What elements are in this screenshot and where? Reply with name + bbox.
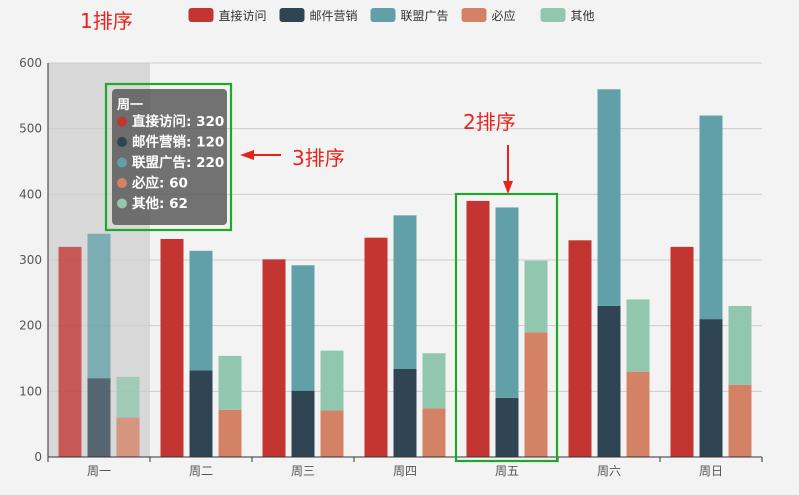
tooltip-marker — [117, 198, 127, 209]
bar — [699, 115, 723, 320]
legend[interactable]: 直接访问 邮件营销 联盟广告 必应 其他 — [188, 8, 595, 23]
x-tick-label: 周六 — [597, 464, 621, 478]
legend-item[interactable]: 直接访问 — [188, 8, 267, 23]
bar — [291, 390, 315, 457]
legend-item[interactable]: 联盟广告 — [370, 8, 449, 23]
bar — [291, 265, 315, 391]
bar — [466, 200, 490, 457]
x-tick-label: 周日 — [699, 464, 723, 478]
bar — [670, 246, 694, 457]
bar — [728, 384, 752, 457]
bar — [87, 378, 111, 457]
legend-label: 必应 — [492, 8, 516, 23]
bar — [320, 350, 344, 411]
x-tick-label: 周四 — [393, 464, 417, 478]
tooltip-marker — [117, 157, 127, 168]
x-tick-label: 周二 — [189, 464, 213, 478]
tooltip-marker — [117, 116, 127, 127]
tooltip-row: 邮件营销: 120 — [132, 134, 224, 151]
x-tick-label: 周一 — [87, 464, 111, 478]
y-tick-label: 600 — [19, 56, 42, 70]
bar-marks — [58, 89, 752, 457]
bar — [568, 240, 592, 457]
bar — [422, 408, 446, 457]
bar — [320, 410, 344, 457]
tooltip-title: 周一 — [117, 98, 143, 113]
tooltip-row: 直接访问: 320 — [132, 113, 224, 130]
tooltip-row: 其他: 62 — [132, 195, 188, 212]
bar — [626, 299, 650, 372]
legend-label: 邮件营销 — [310, 9, 358, 23]
legend-label: 其他 — [571, 9, 595, 23]
bar — [699, 319, 723, 457]
annotation-2: 2排序 — [463, 110, 516, 134]
annotation-box-tooltip — [104, 82, 233, 232]
bar — [495, 207, 519, 398]
bar — [422, 353, 446, 409]
annotation-box-friday — [454, 192, 559, 463]
x-tick-label: 周五 — [495, 464, 519, 478]
legend-label: 直接访问 — [219, 8, 267, 23]
bar — [218, 355, 242, 410]
bar — [262, 259, 286, 457]
bar — [116, 417, 140, 457]
bar — [626, 371, 650, 457]
bar — [495, 397, 519, 457]
bar — [160, 238, 184, 457]
tooltip-marker — [117, 137, 127, 147]
bar — [218, 409, 242, 457]
bar — [728, 305, 752, 385]
bar — [524, 260, 548, 333]
bar — [116, 376, 140, 418]
annotation-arrow-3 — [240, 150, 281, 160]
legend-swatch — [370, 8, 396, 22]
legend-swatch — [461, 8, 487, 22]
bar — [364, 237, 388, 457]
legend-item[interactable]: 必应 — [461, 8, 516, 23]
annotation-1: 1排序 — [80, 9, 133, 33]
bar — [393, 215, 417, 370]
tooltip-marker — [117, 178, 127, 188]
bar — [597, 89, 621, 306]
legend-item[interactable]: 邮件营销 — [279, 8, 358, 23]
bar — [597, 305, 621, 457]
x-tick-label: 周三 — [291, 464, 315, 478]
legend-swatch — [540, 8, 566, 22]
y-tick-label: 200 — [19, 319, 42, 333]
tooltip: 周一 直接访问: 320 邮件营销: 120 联盟广告: 220 必应: 60 其他: … — [112, 89, 227, 225]
legend-label: 联盟广告 — [401, 9, 449, 23]
legend-swatch — [279, 8, 305, 22]
bar — [58, 246, 82, 457]
annotation-3: 3排序 — [292, 146, 345, 170]
bar — [524, 332, 548, 457]
y-tick-label: 100 — [19, 384, 42, 398]
annotation-arrow-2 — [503, 145, 513, 194]
y-tick-label: 500 — [19, 122, 42, 136]
bar — [87, 233, 111, 379]
tooltip-row: 联盟广告: 220 — [132, 154, 224, 171]
tooltip-row: 必应: 60 — [131, 175, 188, 192]
y-tick-label: 0 — [34, 450, 42, 464]
bar — [393, 369, 417, 457]
bar — [189, 250, 213, 371]
bar — [189, 370, 213, 457]
legend-item[interactable]: 其他 — [540, 8, 595, 23]
y-tick-label: 400 — [19, 187, 42, 201]
y-tick-label: 300 — [19, 253, 42, 267]
tooltip-background — [112, 89, 227, 225]
legend-swatch — [188, 8, 214, 22]
